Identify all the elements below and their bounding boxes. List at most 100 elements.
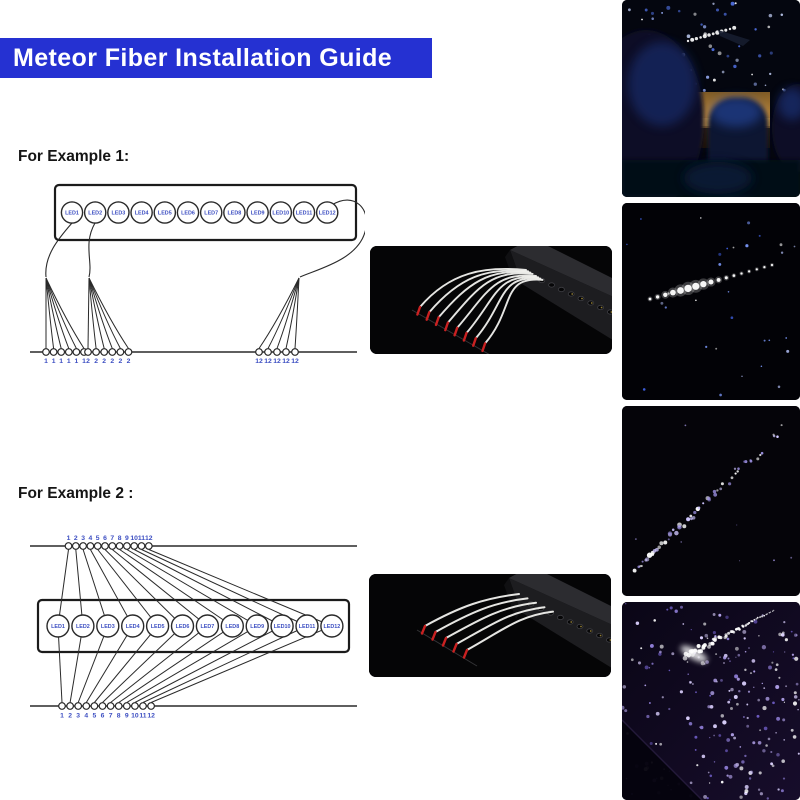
star-dot — [775, 731, 777, 734]
led-circle — [130, 201, 153, 224]
streak-dot — [667, 531, 673, 536]
engine-port-glint — [590, 302, 593, 304]
fiber-strand — [88, 277, 105, 349]
star-dot — [624, 709, 628, 713]
streak-dot — [734, 472, 737, 475]
star-dot — [660, 301, 664, 305]
star-dot — [700, 23, 703, 26]
star-dot — [727, 700, 731, 704]
star-dot — [682, 623, 685, 625]
star-dot — [666, 5, 671, 10]
fiber-line-bottom — [94, 625, 158, 703]
fiber-hole — [114, 702, 123, 710]
star-dot — [646, 714, 650, 719]
star-dot — [734, 674, 739, 679]
star-dot — [655, 711, 660, 716]
star-dot — [659, 650, 662, 654]
star-dot — [684, 424, 687, 427]
fiber-hole — [291, 348, 299, 356]
fiber-hole — [66, 702, 74, 710]
star-dot — [733, 763, 738, 768]
star-dot — [760, 365, 763, 368]
fiber-red-tip — [462, 648, 469, 659]
meteor-dot — [707, 645, 711, 649]
fiber-cable — [466, 610, 554, 651]
fiber-strand — [88, 277, 97, 349]
meteor-dot — [768, 612, 770, 614]
led-circle — [269, 201, 293, 224]
star-dot — [709, 694, 712, 697]
star-dot — [739, 766, 744, 771]
meteor-dot — [682, 655, 688, 661]
fiber-hole — [122, 702, 131, 710]
engine-port-glint — [581, 297, 583, 300]
star-dot — [720, 780, 724, 784]
fiber-cable — [428, 269, 530, 314]
star-dot — [749, 770, 754, 775]
title-banner: Meteor Fiber Installation Guide — [0, 38, 432, 78]
fiber-cable — [456, 274, 537, 329]
star-dot — [702, 88, 706, 92]
fiber-hole-number: 2 — [119, 358, 123, 365]
fiber-line-top — [148, 549, 333, 627]
fiber-line-top — [104, 549, 183, 627]
star-dot — [730, 316, 734, 320]
star-dot — [688, 721, 693, 726]
streak-dot — [727, 482, 732, 486]
led-label: LED4 — [126, 624, 140, 630]
star-dot — [738, 689, 741, 693]
star-dot — [785, 685, 788, 688]
led-circle — [246, 201, 269, 224]
fiber-line-bottom — [57, 625, 63, 703]
star-dot — [712, 2, 715, 5]
fiber-hole-number: 1 — [67, 358, 71, 365]
star-dot — [768, 13, 773, 18]
streak-dot — [641, 560, 644, 563]
led-circle — [320, 614, 344, 638]
star-dot — [757, 740, 762, 745]
star-dot — [738, 45, 741, 48]
fiber-line-top — [82, 549, 109, 627]
roof-wing-shadow — [718, 30, 750, 46]
star-dot — [699, 725, 704, 730]
fiber-line-top — [111, 549, 208, 627]
fiber-cable — [474, 277, 542, 340]
star-dot — [706, 75, 710, 79]
star-dot — [622, 685, 627, 689]
fiber-strand — [294, 277, 300, 349]
star-dot — [734, 2, 737, 5]
star-dot — [649, 643, 654, 648]
star-dot — [644, 8, 648, 12]
star-dot — [784, 651, 786, 653]
fiber-line-bottom — [126, 625, 258, 703]
fiber-line-top — [119, 549, 233, 627]
led-circle — [71, 614, 95, 638]
star-dot — [650, 11, 655, 15]
star-dot — [715, 347, 718, 350]
star-dot — [759, 792, 764, 796]
led-label: LED5 — [151, 624, 165, 630]
star-dot — [743, 637, 746, 640]
star-dot — [653, 619, 656, 622]
star-dot — [756, 714, 760, 718]
star-dot — [739, 746, 742, 748]
star-dot — [792, 657, 795, 660]
fiber-strand — [45, 277, 85, 349]
star-dot — [758, 234, 761, 237]
star-dot — [626, 243, 628, 246]
fiber-cable — [465, 275, 540, 334]
led-label: LED3 — [101, 624, 115, 630]
star-dot — [637, 661, 642, 665]
streak-dot — [655, 547, 659, 552]
streak-dot — [663, 540, 668, 545]
led-label: LED12 — [324, 624, 341, 630]
star-dot — [721, 70, 725, 74]
star-dot — [709, 736, 711, 739]
star-dot — [648, 702, 651, 704]
star-dot — [770, 762, 774, 766]
photo-meteor-fiber-streak — [622, 406, 800, 596]
star-dot — [748, 777, 752, 780]
engine-port-glint — [570, 621, 573, 623]
led-circle — [176, 201, 200, 224]
bottom-hole-number: 10 — [131, 713, 139, 720]
